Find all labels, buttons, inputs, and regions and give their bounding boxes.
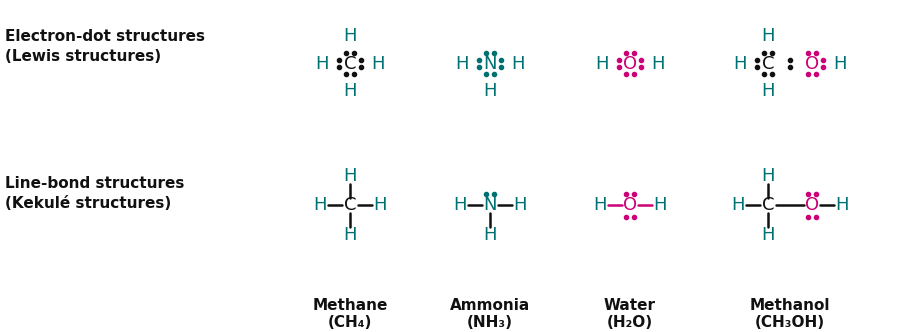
Text: H: H: [315, 54, 329, 73]
Text: H: H: [343, 82, 357, 100]
Text: N: N: [483, 197, 497, 214]
Text: Methanol: Methanol: [750, 298, 830, 313]
Text: C: C: [344, 54, 356, 73]
Text: H: H: [483, 226, 497, 244]
Text: Electron-dot structures
(Lewis structures): Electron-dot structures (Lewis structure…: [5, 29, 205, 64]
Text: H: H: [595, 54, 609, 73]
Text: H: H: [653, 197, 667, 214]
Text: N: N: [483, 54, 497, 73]
Text: C: C: [762, 54, 774, 73]
Text: H: H: [343, 27, 357, 45]
Text: (H₂O): (H₂O): [607, 315, 653, 330]
Text: H: H: [483, 82, 497, 100]
Text: H: H: [455, 54, 469, 73]
Text: H: H: [762, 82, 774, 100]
Text: O: O: [623, 197, 637, 214]
Text: (CH₃OH): (CH₃OH): [755, 315, 825, 330]
Text: H: H: [733, 54, 747, 73]
Text: O: O: [623, 54, 637, 73]
Text: H: H: [371, 54, 385, 73]
Text: H: H: [762, 167, 774, 185]
Text: Water: Water: [604, 298, 656, 313]
Text: H: H: [835, 197, 849, 214]
Text: H: H: [313, 197, 327, 214]
Text: (NH₃): (NH₃): [467, 315, 513, 330]
Text: H: H: [834, 54, 846, 73]
Text: Line-bond structures
(Kekulé structures): Line-bond structures (Kekulé structures): [5, 176, 185, 211]
Text: H: H: [373, 197, 387, 214]
Text: H: H: [732, 197, 744, 214]
Text: H: H: [453, 197, 467, 214]
Text: H: H: [762, 27, 774, 45]
Text: H: H: [343, 226, 357, 244]
Text: C: C: [344, 197, 356, 214]
Text: H: H: [511, 54, 525, 73]
Text: O: O: [805, 54, 819, 73]
Text: O: O: [805, 197, 819, 214]
Text: H: H: [652, 54, 664, 73]
Text: C: C: [762, 197, 774, 214]
Text: Ammonia: Ammonia: [450, 298, 531, 313]
Text: Methane: Methane: [312, 298, 388, 313]
Text: (CH₄): (CH₄): [328, 315, 372, 330]
Text: H: H: [513, 197, 527, 214]
Text: H: H: [762, 226, 774, 244]
Text: H: H: [343, 167, 357, 185]
Text: H: H: [593, 197, 607, 214]
